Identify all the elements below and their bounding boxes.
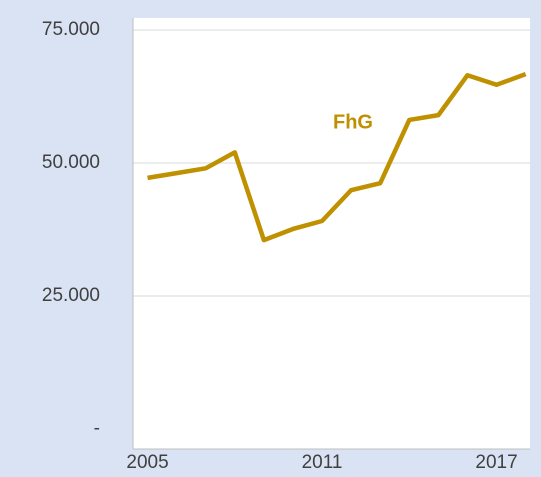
y-tick-label: 50.000 (42, 152, 100, 173)
y-tick-label: 25.000 (42, 285, 100, 306)
y-tick-label: - (94, 418, 100, 439)
x-tick-label: 2017 (475, 452, 517, 473)
series-label: FhG (333, 111, 373, 133)
x-tick-label: 2005 (126, 452, 168, 473)
y-tick-label: 75.000 (42, 19, 100, 40)
x-tick-label: 2011 (302, 452, 343, 473)
plot-area (133, 18, 530, 449)
data-line (147, 72, 527, 243)
